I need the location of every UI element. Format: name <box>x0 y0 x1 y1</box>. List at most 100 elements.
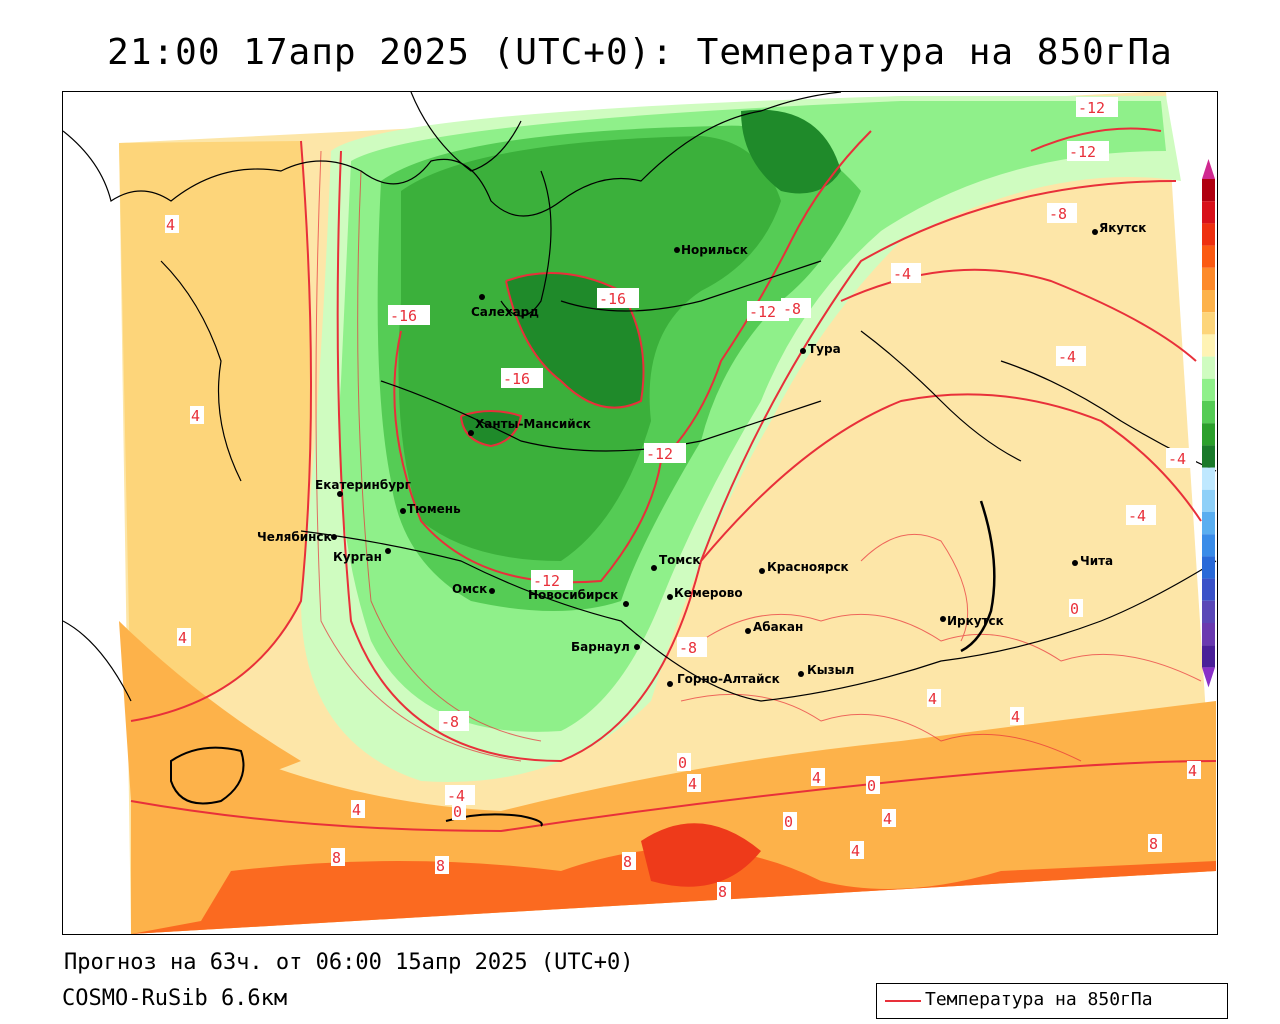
city-label[interactable]: Горно-Алтайск <box>677 672 780 686</box>
colorbar-swatch <box>1202 179 1215 202</box>
colorbar-swatch <box>1202 356 1215 379</box>
isoline-label: -4 <box>1128 507 1146 525</box>
isoline-label: 4 <box>178 629 187 647</box>
isoline-label: 4 <box>166 216 175 234</box>
forecast-info: Прогноз на 63ч. от 06:00 15апр 2025 (UTC… <box>64 950 634 975</box>
isoline-label: 4 <box>688 775 697 793</box>
legend-line-swatch <box>885 1000 921 1002</box>
city-dot <box>400 508 406 514</box>
city-markers: Норильск Якутск Салехард Тура Ханты-Манс… <box>257 221 1146 687</box>
isoline-label: -12 <box>749 303 776 321</box>
isoline-label: 0 <box>678 754 687 772</box>
city-label[interactable]: Салехард <box>471 305 539 319</box>
city-label[interactable]: Тура <box>808 342 841 356</box>
city-label[interactable]: Абакан <box>753 620 803 634</box>
city-dot <box>468 430 474 436</box>
colorbar-swatch <box>1202 645 1215 668</box>
city-dot <box>798 671 804 677</box>
colorbar-swatch <box>1202 556 1215 579</box>
isoline-label: 8 <box>1149 835 1158 853</box>
city-dot <box>674 247 680 253</box>
isoline-label: -4 <box>447 787 465 805</box>
city-label[interactable]: Ханты-Мансийск <box>475 417 591 431</box>
coastlines-borders <box>63 92 1217 827</box>
colorbar-swatch <box>1202 512 1215 535</box>
colorbar-swatch <box>1202 378 1215 401</box>
isoline-label: 4 <box>191 407 200 425</box>
legend: Температура на 850гПа <box>876 983 1228 1019</box>
colorbar-min-arrow <box>1202 667 1215 688</box>
city-label[interactable]: Екатеринбург <box>315 478 411 492</box>
isoline-label: 4 <box>928 690 937 708</box>
city-label[interactable]: Иркутск <box>947 614 1004 628</box>
city-label[interactable]: Новосибирск <box>528 588 618 602</box>
city-dot <box>667 681 673 687</box>
colorbar-swatch <box>1202 223 1215 246</box>
isoline-label: -4 <box>893 265 911 283</box>
isoline-label: -4 <box>1058 348 1076 366</box>
city-dot <box>385 548 391 554</box>
isoline-label: -12 <box>533 572 560 590</box>
city-label[interactable]: Томск <box>659 553 701 567</box>
city-dot <box>479 294 485 300</box>
city-label[interactable]: Кызыл <box>807 663 854 677</box>
city-label[interactable]: Кемерово <box>674 586 743 600</box>
isoline-label: 0 <box>867 777 876 795</box>
city-dot <box>1092 229 1098 235</box>
colorbar-swatch <box>1202 623 1215 646</box>
isotherm-contours <box>130 127 1217 833</box>
city-label[interactable]: Чита <box>1080 554 1113 568</box>
isoline-label: 8 <box>436 857 445 875</box>
isoline-label: -16 <box>599 290 626 308</box>
isoline-label: 4 <box>851 842 860 860</box>
isoline-label: 8 <box>718 883 727 901</box>
city-dot <box>800 348 806 354</box>
isoline-label: -4 <box>1168 450 1186 468</box>
city-label[interactable]: Норильск <box>681 243 748 257</box>
colorbar-swatch <box>1202 401 1215 424</box>
city-label[interactable]: Омск <box>452 582 487 596</box>
isoline-label: -8 <box>679 639 697 657</box>
isoline-label: -12 <box>646 445 673 463</box>
model-name: COSMO-RuSib 6.6км <box>62 986 288 1011</box>
colorbar-swatch <box>1202 334 1215 357</box>
city-label[interactable]: Якутск <box>1099 221 1146 235</box>
isoline-label: 8 <box>623 853 632 871</box>
colorbar-swatch <box>1202 267 1215 290</box>
colorbar-swatch <box>1202 423 1215 446</box>
isoline-label: -12 <box>1069 143 1096 161</box>
city-label[interactable]: Курган <box>333 550 382 564</box>
colorbar-swatch <box>1202 489 1215 512</box>
isoline-label: 0 <box>784 813 793 831</box>
isoline-label: -12 <box>1078 99 1105 117</box>
city-dot <box>337 491 343 497</box>
city-dot <box>651 565 657 571</box>
cold-core-taymyr <box>741 109 841 194</box>
city-label[interactable]: Красноярск <box>767 560 849 574</box>
isoline-label: -16 <box>390 307 417 325</box>
warm-zone-south-core <box>131 848 1216 934</box>
map-title: 21:00 17апр 2025 (UTC+0): Температура на… <box>107 32 1173 73</box>
city-label[interactable]: Челябинск <box>257 530 332 544</box>
colorbar-max-arrow <box>1202 159 1215 179</box>
isoline-labels: -12 -12 -8 -4 -4 -4 -4 -16 -12 -8 -16 -1… <box>165 97 1201 901</box>
city-dot <box>489 588 495 594</box>
colorbar: 2824201612840-4-8-12-16-20-24-28-32-36-4… <box>1202 159 1215 688</box>
city-label[interactable]: Тюмень <box>407 502 461 516</box>
isoline-label: 4 <box>812 769 821 787</box>
isoline-label: 0 <box>453 803 462 821</box>
colorbar-swatch <box>1202 600 1215 623</box>
city-dot <box>759 568 765 574</box>
isoline-label: -8 <box>441 713 459 731</box>
isoline-label: -8 <box>783 300 801 318</box>
isoline-label: 4 <box>1188 762 1197 780</box>
colorbar-swatch <box>1202 290 1215 313</box>
colorbar-swatch <box>1202 467 1215 490</box>
temperature-map[interactable]: Норильск Якутск Салехард Тура Ханты-Манс… <box>62 91 1218 935</box>
colorbar-swatch <box>1202 534 1215 557</box>
isoline-label: 0 <box>1070 600 1079 618</box>
isoline-label: -8 <box>1049 205 1067 223</box>
city-label[interactable]: Барнаул <box>571 640 630 654</box>
legend-label: Температура на 850гПа <box>925 989 1153 1010</box>
isoline-label: 4 <box>1011 708 1020 726</box>
